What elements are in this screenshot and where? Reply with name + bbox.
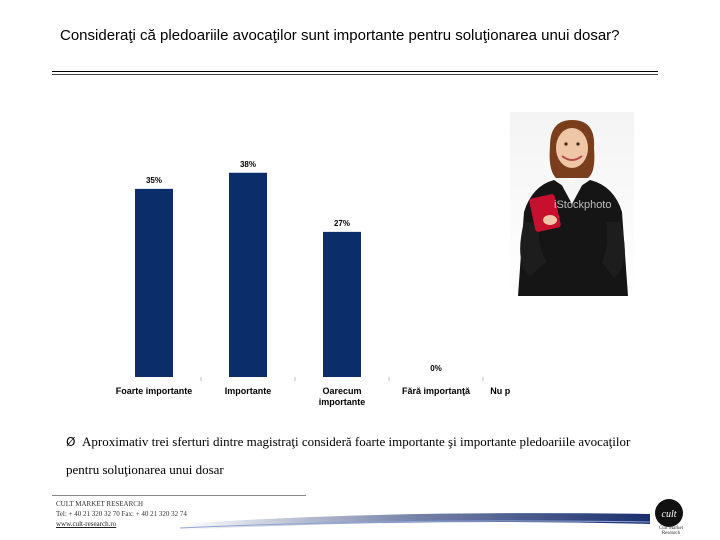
conclusion-text: Aproximativ trei sferturi dintre magistr…: [66, 434, 631, 477]
cult-logo: cult: [655, 499, 683, 527]
title-underline: [52, 71, 658, 72]
value-label-0: 35%: [146, 176, 162, 185]
slide-title: Consideraţi că pledoariile avocaţilor su…: [60, 27, 620, 44]
footer-swoosh: [180, 513, 650, 530]
bar-0: [135, 188, 173, 377]
logo-mark: cult: [662, 509, 677, 520]
footer-divider: [52, 495, 306, 496]
value-label-3: 0%: [430, 364, 442, 373]
bar-2: [323, 231, 361, 377]
arrow-bullet-icon: Ø: [66, 435, 76, 449]
footer-contact: Tel: + 40 21 320 32 70 Fax: + 40 21 320 …: [56, 510, 187, 518]
footer-website-link[interactable]: www.cult-research.ro: [56, 520, 117, 528]
photo-watermark: iStockphoto: [554, 199, 611, 211]
footer: CULT MARKET RESEARCH Tel: + 40 21 320 32…: [56, 499, 187, 529]
category-label-3: Fără importanţă: [402, 386, 471, 396]
category-label-1: Importante: [225, 386, 272, 396]
category-label-4: Nu pot să apreciez: [490, 386, 510, 396]
bar-chart: 35%38%27%0%0% Foarte importanteImportant…: [116, 160, 510, 407]
lawyer-photo: iStockphoto: [510, 112, 634, 296]
category-label-0: Foarte importante: [116, 386, 193, 396]
conclusion-note: Ø Aproximativ trei sferturi dintre magis…: [66, 428, 656, 484]
logo-label: Cult Market Research: [658, 526, 684, 536]
bar-1: [229, 172, 267, 377]
value-label-2: 27%: [334, 219, 350, 228]
category-label-2: Oarecum importante: [319, 386, 366, 407]
value-label-1: 38%: [240, 160, 256, 169]
footer-company: CULT MARKET RESEARCH: [56, 500, 143, 508]
title-underline-secondary: [52, 74, 658, 75]
